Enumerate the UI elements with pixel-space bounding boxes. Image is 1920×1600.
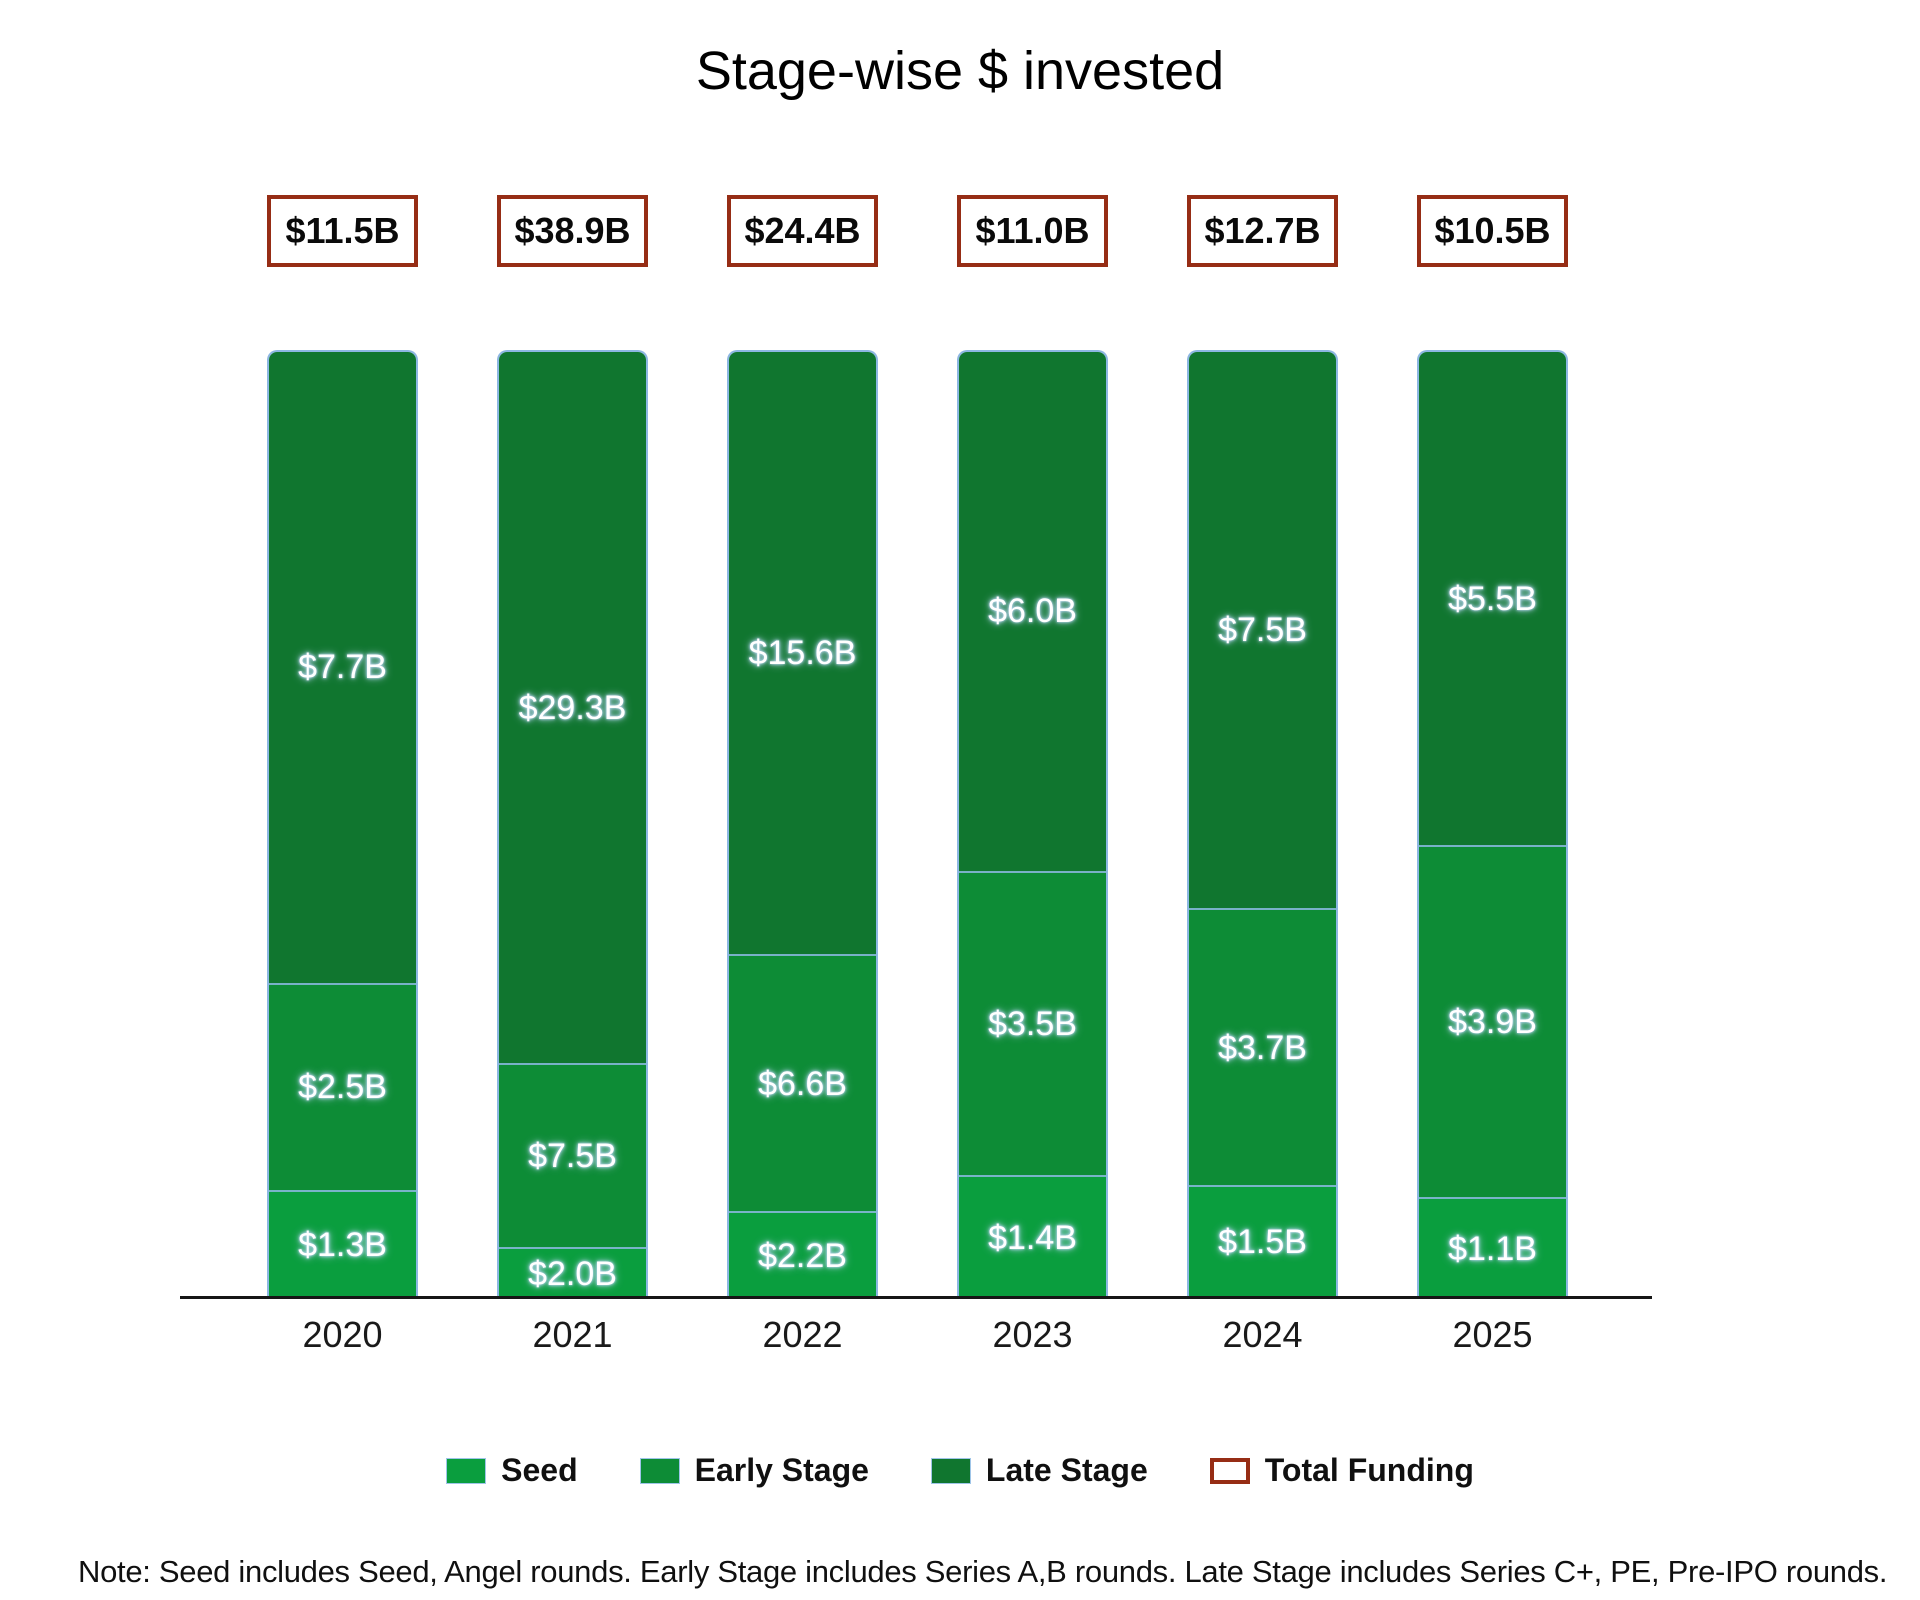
segment-value-label: $7.5B [528,1137,617,1176]
x-axis-label-2025: 2025 [1452,1314,1533,1355]
footnote: Note: Seed includes Seed, Angel rounds. … [78,1554,1888,1589]
year-column-2025: $10.5B $5.5B $3.9B $1.1B 2025 [1417,0,1568,1400]
x-axis-label-2021: 2021 [532,1314,613,1355]
legend: Seed Early Stage Late Stage Total Funding [0,1452,1920,1489]
year-column-2021: $38.9B $29.3B $7.5B $2.0B 2021 [497,0,648,1400]
segment-late-stage-2021: $29.3B [499,352,646,1064]
legend-swatch-early-stage [639,1457,680,1484]
segment-early-stage-2025: $3.9B [1419,845,1566,1198]
stacked-bar-2022: $15.6B $6.6B $2.2B [727,350,878,1298]
legend-item-seed: Seed [446,1452,578,1489]
legend-label: Late Stage [985,1452,1148,1488]
legend-swatch-total-funding [1209,1457,1250,1484]
x-axis-label-2024: 2024 [1222,1314,1303,1355]
segment-value-label: $1.3B [298,1225,387,1264]
segment-value-label: $2.0B [528,1254,617,1293]
segment-early-stage-2020: $2.5B [269,982,416,1190]
segment-seed-2024: $1.5B [1189,1184,1336,1298]
x-axis-line [180,1296,1652,1299]
legend-swatch-seed [446,1457,487,1484]
legend-swatch-late-stage [930,1457,971,1484]
segment-value-label: $5.5B [1448,579,1537,618]
year-column-2023: $11.0B $6.0B $3.5B $1.4B 2023 [957,0,1108,1400]
stacked-bar-2020: $7.7B $2.5B $1.3B [267,350,418,1298]
segment-late-stage-2024: $7.5B [1189,352,1336,909]
stacked-bar-2024: $7.5B $3.7B $1.5B [1187,350,1338,1298]
segment-value-label: $6.0B [988,592,1077,631]
segment-seed-2023: $1.4B [959,1175,1106,1298]
year-column-2022: $24.4B $15.6B $6.6B $2.2B 2022 [727,0,878,1400]
segment-value-label: $1.4B [988,1218,1077,1257]
segment-value-label: $1.5B [1218,1223,1307,1262]
segment-value-label: $3.7B [1218,1028,1307,1067]
segment-early-stage-2022: $6.6B [729,954,876,1212]
segment-late-stage-2022: $15.6B [729,352,876,955]
legend-item-late-stage: Late Stage [930,1452,1148,1489]
segment-value-label: $6.6B [758,1064,847,1103]
segment-value-label: $7.7B [298,648,387,687]
segment-value-label: $15.6B [748,634,857,673]
segment-value-label: $7.5B [1218,611,1307,650]
total-funding-box-2025: $10.5B [1417,195,1568,267]
segment-value-label: $2.2B [758,1236,847,1275]
total-funding-box-2024: $12.7B [1187,195,1338,267]
total-funding-box-2020: $11.5B [267,195,418,267]
total-funding-box-2022: $24.4B [727,195,878,267]
segment-value-label: $3.9B [1448,1003,1537,1042]
legend-label: Total Funding [1264,1452,1474,1488]
segment-early-stage-2021: $7.5B [499,1063,646,1248]
segment-early-stage-2024: $3.7B [1189,908,1336,1185]
x-axis-label-2023: 2023 [992,1314,1073,1355]
segment-seed-2025: $1.1B [1419,1197,1566,1298]
year-column-2020: $11.5B $7.7B $2.5B $1.3B 2020 [267,0,418,1400]
legend-item-early-stage: Early Stage [639,1452,869,1489]
year-column-2024: $12.7B $7.5B $3.7B $1.5B 2024 [1187,0,1338,1400]
segment-value-label: $2.5B [298,1068,387,1107]
segment-seed-2020: $1.3B [269,1189,416,1298]
stacked-bar-2021: $29.3B $7.5B $2.0B [497,350,648,1298]
chart-title: Stage-wise $ invested [695,41,1225,101]
segment-value-label: $1.1B [1448,1229,1537,1268]
x-axis-label-2020: 2020 [302,1314,383,1355]
segment-late-stage-2025: $5.5B [1419,352,1566,846]
segment-value-label: $29.3B [518,688,627,727]
stacked-bar-2023: $6.0B $3.5B $1.4B [957,350,1108,1298]
segment-early-stage-2023: $3.5B [959,870,1106,1176]
x-axis-label-2022: 2022 [762,1314,843,1355]
segment-late-stage-2023: $6.0B [959,352,1106,871]
segment-seed-2021: $2.0B [499,1247,646,1298]
stacked-bar-2025: $5.5B $3.9B $1.1B [1417,350,1568,1298]
segment-value-label: $3.5B [988,1004,1077,1043]
total-funding-box-2023: $11.0B [957,195,1108,267]
segment-late-stage-2020: $7.7B [269,352,416,983]
legend-label: Early Stage [694,1452,869,1488]
legend-label: Seed [501,1452,578,1488]
segment-seed-2022: $2.2B [729,1211,876,1298]
legend-item-total-funding: Total Funding [1209,1452,1474,1489]
total-funding-box-2021: $38.9B [497,195,648,267]
